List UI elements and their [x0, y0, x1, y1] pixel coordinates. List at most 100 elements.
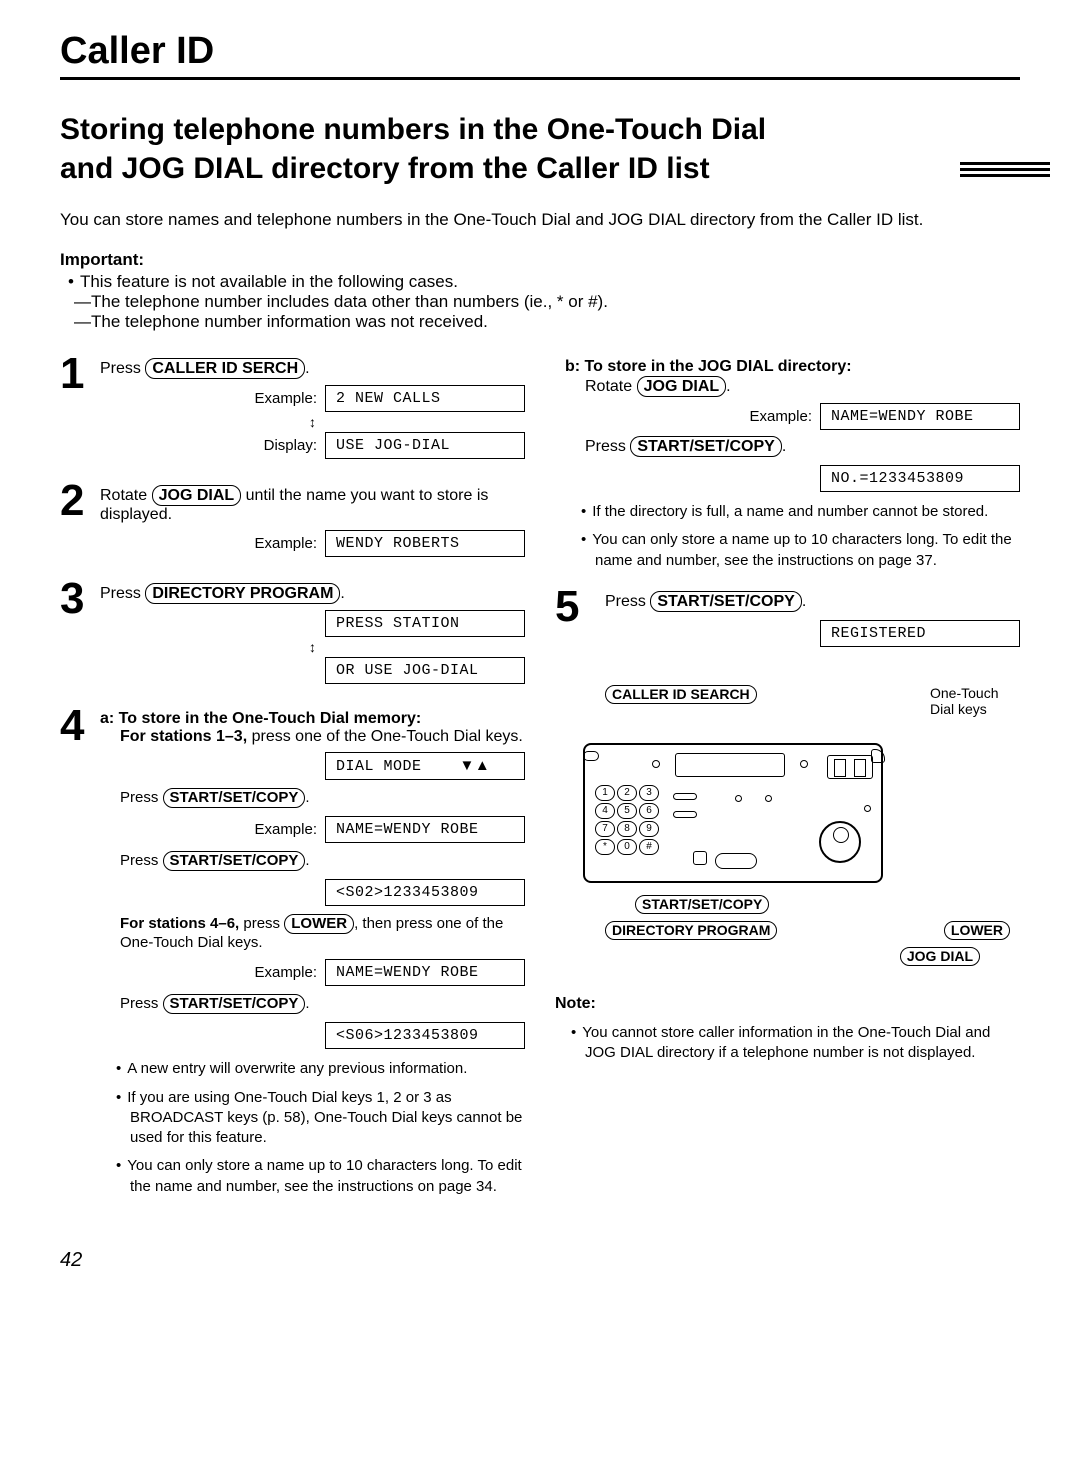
example-label: Example: — [254, 821, 317, 838]
s4b-title: b: To store in the JOG DIAL directory: — [565, 358, 852, 375]
slot-icon — [673, 811, 697, 818]
example-label: Example: — [749, 408, 812, 425]
display-value: USE JOG-DIAL — [325, 432, 525, 459]
diagram-lower: LOWER — [944, 921, 1010, 940]
display-value: NO.=1233453809 — [820, 465, 1020, 492]
dot-icon — [765, 795, 772, 802]
display-value: NAME=WENDY ROBE — [820, 403, 1020, 430]
example-label: Example: — [254, 535, 317, 552]
diagram-jog-dial: JOG DIAL — [900, 947, 980, 966]
s2-pre: Rotate — [100, 487, 152, 504]
s4b-rotate: Rotate — [585, 378, 637, 395]
header-title: Caller ID — [60, 30, 1020, 80]
important-sub2: —The telephone number information was no… — [60, 312, 1020, 332]
s1-text: Press — [100, 360, 145, 377]
dot-icon — [735, 795, 742, 802]
button-icon — [693, 851, 707, 865]
title-line2: and JOG DIAL directory from the Caller I… — [60, 152, 710, 185]
important-title: Important: — [60, 250, 1020, 270]
intro-text: You can store names and telephone number… — [60, 208, 1020, 232]
diagram-one-touch: One-Touch Dial keys — [930, 685, 1020, 717]
arrow-icon: ↕ — [100, 414, 525, 430]
start-set-copy-button: START/SET/COPY — [163, 788, 306, 808]
jog-dial-button: JOG DIAL — [637, 376, 727, 397]
press-label: Press — [605, 593, 650, 610]
slot-icon — [673, 793, 697, 800]
s4a-l1-pre: For stations 1–3, — [120, 728, 252, 745]
page-number: 42 — [60, 1249, 1020, 1272]
s4b-bullet-1: If the directory is full, a name and num… — [581, 502, 1020, 522]
dial-keys-icon — [827, 755, 873, 779]
dot-icon — [864, 805, 871, 812]
display-value: REGISTERED — [820, 620, 1020, 647]
start-set-copy-button: START/SET/COPY — [650, 591, 802, 612]
s3-pre: Press — [100, 585, 145, 602]
left-column: 1 Press CALLER ID SERCH. Example: 2 NEW … — [60, 352, 525, 1219]
step-num-1: 1 — [60, 352, 100, 465]
lower-button: LOWER — [284, 914, 354, 934]
display-value: 2 NEW CALLS — [325, 385, 525, 412]
s4a-l2-pre: For stations 4–6, — [120, 915, 243, 932]
jog-dial-button: JOG DIAL — [152, 485, 242, 506]
display-value: NAME=WENDY ROBE — [325, 816, 525, 843]
keypad-icon: 123 456 789 *0# — [595, 785, 659, 857]
press-label: Press — [120, 789, 163, 806]
dot-icon — [800, 760, 808, 768]
s4a-l1-post: press one of the One-Touch Dial keys. — [252, 728, 523, 745]
directory-program-button: DIRECTORY PROGRAM — [145, 583, 340, 604]
diagram-directory-program: DIRECTORY PROGRAM — [605, 921, 777, 940]
display-label: Display: — [264, 437, 317, 454]
note-title: Note: — [555, 995, 1020, 1013]
press-label: Press — [585, 438, 630, 455]
s4-bullet-3: You can only store a name up to 10 chara… — [116, 1156, 525, 1197]
display-value: <S02>1233453809 — [325, 879, 525, 906]
s1-period: . — [305, 360, 309, 377]
caller-id-search-button: CALLER ID SERCH — [145, 358, 305, 379]
example-label: Example: — [254, 964, 317, 981]
step-num-4: 4 — [60, 704, 100, 1205]
s4a-title: a: To store in the One-Touch Dial memory… — [100, 710, 421, 727]
diagram-start-set-copy: START/SET/COPY — [635, 895, 769, 914]
display-value: WENDY ROBERTS — [325, 530, 525, 557]
s4-bullet-1: A new entry will overwrite any previous … — [116, 1059, 525, 1079]
step-1: 1 Press CALLER ID SERCH. Example: 2 NEW … — [60, 352, 525, 465]
step-num-3: 3 — [60, 577, 100, 690]
example-label: Example: — [254, 390, 317, 407]
s4-bullet-2: If you are using One-Touch Dial keys 1, … — [116, 1088, 525, 1149]
s4a-l2-mid: press — [243, 915, 284, 932]
important-bullet: This feature is not available in the fol… — [68, 272, 1020, 292]
start-set-copy-button: START/SET/COPY — [163, 851, 306, 871]
scroll-icon — [715, 853, 757, 869]
jog-dial-icon — [819, 821, 861, 863]
s3-period: . — [340, 585, 344, 602]
step-2: 2 Rotate JOG DIAL until the name you wan… — [60, 479, 525, 563]
handset-icon — [583, 751, 599, 761]
important-block: Important: This feature is not available… — [60, 250, 1020, 332]
s4b-bullet-2: You can only store a name up to 10 chara… — [581, 530, 1020, 571]
display-value: <S06>1233453809 — [325, 1022, 525, 1049]
device-diagram: CALLER ID SEARCH One-Touch Dial keys 123… — [555, 685, 1020, 965]
section-title: Storing telephone numbers in the One-Tou… — [60, 110, 1020, 188]
press-label: Press — [120, 852, 163, 869]
lcd-icon — [675, 753, 785, 777]
start-set-copy-button: START/SET/COPY — [163, 994, 306, 1014]
display-value: PRESS STATION — [325, 610, 525, 637]
diagram-caller-id-search: CALLER ID SEARCH — [605, 685, 757, 704]
display-value: OR USE JOG-DIAL — [325, 657, 525, 684]
step-3: 3 Press DIRECTORY PROGRAM. PRESS STATION… — [60, 577, 525, 690]
step-5: 5 Press START/SET/COPY. REGISTERED — [555, 585, 1020, 655]
arrow-icon: ↕ — [100, 639, 525, 655]
start-set-copy-button: START/SET/COPY — [630, 436, 782, 457]
decorative-lines — [960, 162, 1050, 180]
right-column: b: To store in the JOG DIAL directory: R… — [555, 352, 1020, 1219]
important-sub1: —The telephone number includes data othe… — [60, 292, 1020, 312]
step-4: 4 a: To store in the One-Touch Dial memo… — [60, 704, 525, 1205]
dot-icon — [652, 760, 660, 768]
note-bullet: You cannot store caller information in t… — [571, 1023, 1020, 1064]
display-value: NAME=WENDY ROBE — [325, 959, 525, 986]
display-value: DIAL MODE ▼▲ — [325, 752, 525, 780]
step-num-2: 2 — [60, 479, 100, 563]
step-num-5: 5 — [555, 585, 595, 655]
mic-icon — [871, 749, 885, 763]
title-line1: Storing telephone numbers in the One-Tou… — [60, 113, 766, 146]
